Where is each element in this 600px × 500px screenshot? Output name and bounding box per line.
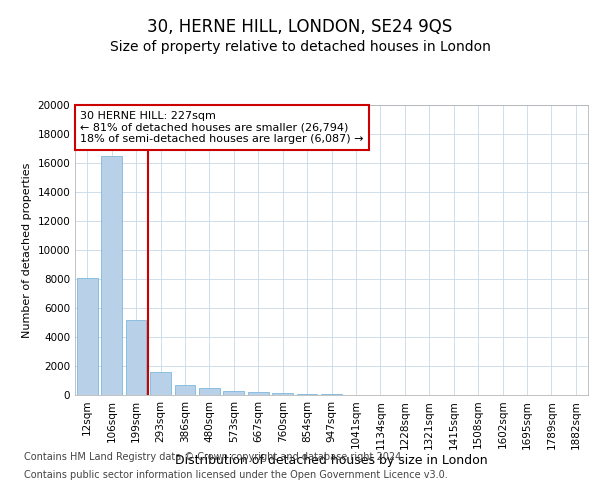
Bar	[199, 388, 220, 395]
Bar	[223, 390, 244, 395]
Bar	[272, 393, 293, 395]
Bar	[296, 394, 317, 395]
Text: Contains public sector information licensed under the Open Government Licence v3: Contains public sector information licen…	[24, 470, 448, 480]
Bar	[248, 392, 269, 395]
Bar	[175, 385, 196, 395]
Y-axis label: Number of detached properties: Number of detached properties	[22, 162, 32, 338]
Text: 30, HERNE HILL, LONDON, SE24 9QS: 30, HERNE HILL, LONDON, SE24 9QS	[148, 18, 452, 36]
Bar	[125, 320, 146, 395]
Text: 30 HERNE HILL: 227sqm
← 81% of detached houses are smaller (26,794)
18% of semi-: 30 HERNE HILL: 227sqm ← 81% of detached …	[80, 111, 364, 144]
Text: Size of property relative to detached houses in London: Size of property relative to detached ho…	[110, 40, 490, 54]
X-axis label: Distribution of detached houses by size in London: Distribution of detached houses by size …	[175, 454, 488, 467]
Bar	[77, 278, 98, 395]
Bar	[150, 372, 171, 395]
Bar	[101, 156, 122, 395]
Bar	[321, 394, 342, 395]
Text: Contains HM Land Registry data © Crown copyright and database right 2024.: Contains HM Land Registry data © Crown c…	[24, 452, 404, 462]
